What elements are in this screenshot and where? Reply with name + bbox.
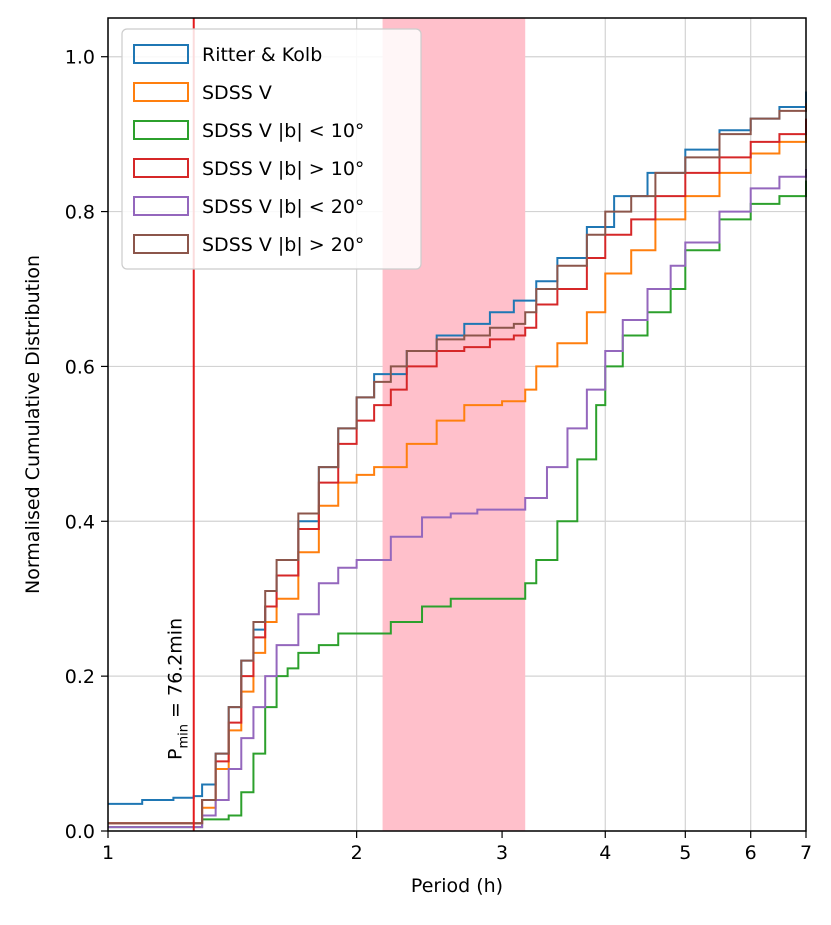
legend-label-3: SDSS V |b| < 10° bbox=[202, 120, 364, 142]
series-line-4 bbox=[108, 118, 807, 825]
y-axis-label: Normalised Cumulative Distribution bbox=[22, 255, 44, 594]
y-tick-label: 0.6 bbox=[65, 356, 95, 378]
axis-ticks: 1 2 3 4 5 6 7 0.0 0.2 0.4 0.6 0.8 1.0 bbox=[65, 47, 812, 864]
y-tick-label: 0.0 bbox=[65, 821, 95, 843]
series-line-2 bbox=[108, 130, 807, 825]
plot-frame bbox=[107, 17, 807, 832]
legend-swatch-3 bbox=[133, 120, 189, 140]
x-axis-label: Period (h) bbox=[411, 875, 503, 897]
period-minimum-label-main: P bbox=[165, 749, 187, 760]
y-tick-label: 0.8 bbox=[65, 202, 95, 224]
x-tick-label: 3 bbox=[496, 842, 508, 864]
x-tick-label: 7 bbox=[800, 842, 812, 864]
legend-swatch-2 bbox=[133, 82, 189, 102]
series-line-5 bbox=[108, 168, 807, 829]
legend-label-4: SDSS V |b| > 10° bbox=[202, 158, 364, 180]
legend-swatch-1 bbox=[133, 44, 189, 64]
period-minimum-label-rest: = 76.2min bbox=[165, 618, 187, 724]
x-tick-label: 4 bbox=[599, 842, 611, 864]
series-lines bbox=[108, 91, 807, 829]
legend-label-5: SDSS V |b| < 20° bbox=[202, 196, 364, 218]
x-tick-label: 1 bbox=[102, 842, 114, 864]
legend-swatch-6 bbox=[133, 234, 189, 254]
y-tick-label: 1.0 bbox=[65, 47, 95, 69]
legend-label-6: SDSS V |b| > 20° bbox=[202, 234, 364, 256]
x-tick-label: 2 bbox=[351, 842, 363, 864]
legend-label-1: Ritter & Kolb bbox=[202, 44, 322, 66]
series-line-3 bbox=[108, 180, 807, 829]
period-minimum-label: Pmin = 76.2min bbox=[165, 618, 192, 760]
series-line-6 bbox=[108, 103, 807, 825]
x-tick-label: 5 bbox=[679, 842, 691, 864]
legend-label-2: SDSS V bbox=[202, 82, 272, 104]
legend-swatch-4 bbox=[133, 158, 189, 178]
legend-swatch-5 bbox=[133, 196, 189, 216]
x-tick-label: 6 bbox=[745, 842, 757, 864]
legend-box bbox=[121, 28, 422, 270]
period-minimum-label-sub: min bbox=[177, 724, 192, 749]
y-tick-label: 0.4 bbox=[65, 511, 95, 533]
y-tick-label: 0.2 bbox=[65, 666, 95, 688]
legend: Ritter & Kolb SDSS V SDSS V |b| < 10° SDSS … bbox=[121, 28, 422, 270]
